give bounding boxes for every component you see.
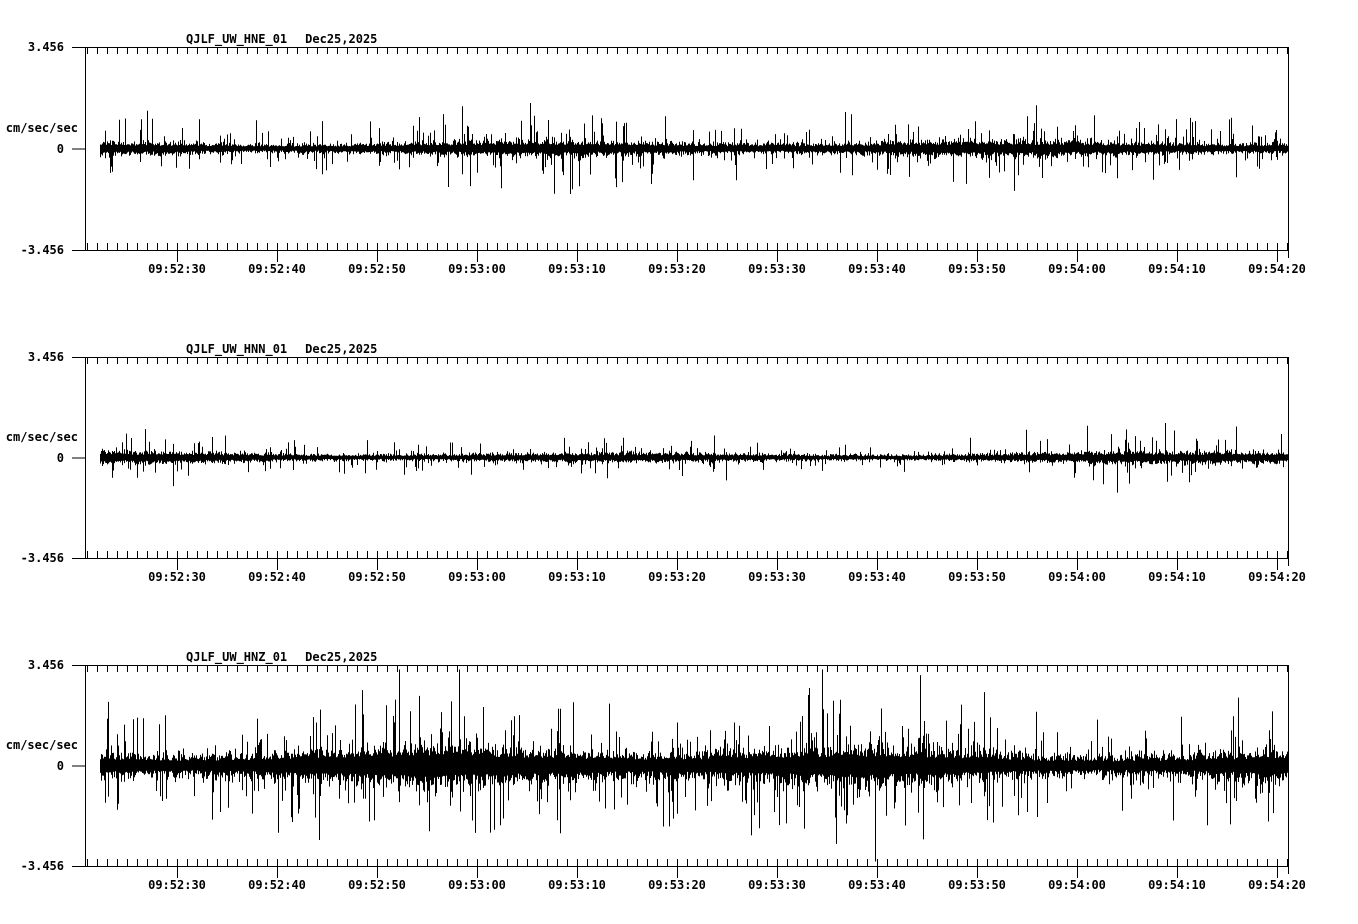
waveform-trace-qjlf_uw_hnn_01 [100,423,1288,493]
waveform-trace-qjlf_uw_hnz_01 [100,669,1288,862]
axes-ticks-path [72,47,1289,878]
waveform-trace-qjlf_uw_hne_01 [100,103,1288,194]
